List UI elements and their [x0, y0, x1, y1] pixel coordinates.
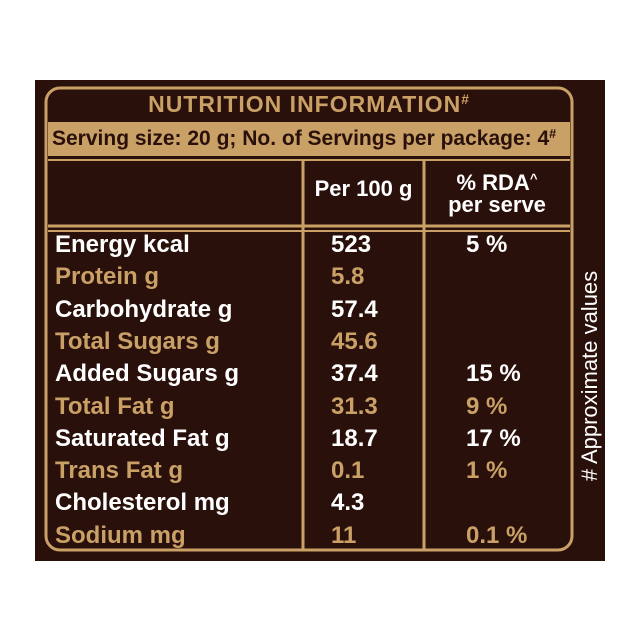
border: [44, 86, 574, 552]
rda-value: 5 %: [466, 231, 508, 258]
per-100g-value: 57.4: [331, 295, 378, 323]
column-header: Per 100 g: [314, 176, 413, 201]
per-100g-value: 0.1: [331, 457, 365, 485]
nutrient-name: Cholesterol mg: [55, 489, 230, 517]
serving-band: [48, 122, 570, 156]
side-note: # Approximate values: [577, 270, 602, 482]
title: NUTRITION INFORMATION#: [148, 91, 470, 117]
nutrient-name: Protein g: [55, 263, 160, 291]
nutrient-name: Saturated Fat g: [55, 424, 230, 452]
nutrient-name: Carbohydrate g: [55, 295, 233, 323]
per-100g-value: 45.6: [331, 327, 378, 355]
nutrient-name: Sodium mg: [55, 521, 186, 549]
per-100g-value: 18.7: [331, 424, 378, 452]
serving-info: Serving size: 20 g; No. of Servings per …: [52, 127, 557, 150]
nutrient-name: Added Sugars g: [55, 360, 240, 388]
nutrient-name: Total Fat g: [55, 392, 175, 420]
per-100g-value: 31.3: [331, 392, 378, 420]
rda-value: 1 %: [466, 457, 508, 485]
column-header: per serve: [448, 192, 546, 217]
per-100g-value: 4.3: [331, 489, 365, 517]
per-100g-value: 37.4: [331, 360, 378, 388]
rda-value: 0.1 %: [466, 521, 528, 549]
column-header: % RDA^: [456, 170, 538, 195]
rda-value: 9 %: [466, 392, 508, 420]
per-100g-value: 523: [331, 231, 372, 258]
rda-value: 17 %: [466, 424, 521, 452]
per-100g-value: 11: [331, 521, 357, 549]
per-100g-value: 5.8: [331, 263, 365, 291]
nutrient-name: Energy kcal: [55, 231, 190, 258]
nutrient-name: Trans Fat g: [55, 457, 184, 485]
rda-value: 15 %: [466, 360, 521, 388]
nutrient-name: Total Sugars g: [55, 327, 220, 355]
